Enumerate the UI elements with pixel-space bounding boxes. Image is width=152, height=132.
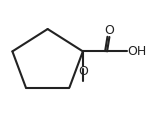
Text: OH: OH [128,45,147,58]
Text: O: O [78,65,88,78]
Text: O: O [104,24,114,37]
